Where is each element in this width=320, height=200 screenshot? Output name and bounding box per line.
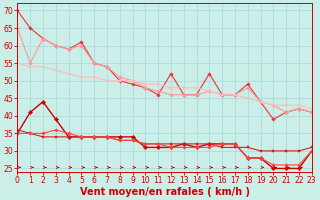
- X-axis label: Vent moyen/en rafales ( km/h ): Vent moyen/en rafales ( km/h ): [80, 187, 250, 197]
